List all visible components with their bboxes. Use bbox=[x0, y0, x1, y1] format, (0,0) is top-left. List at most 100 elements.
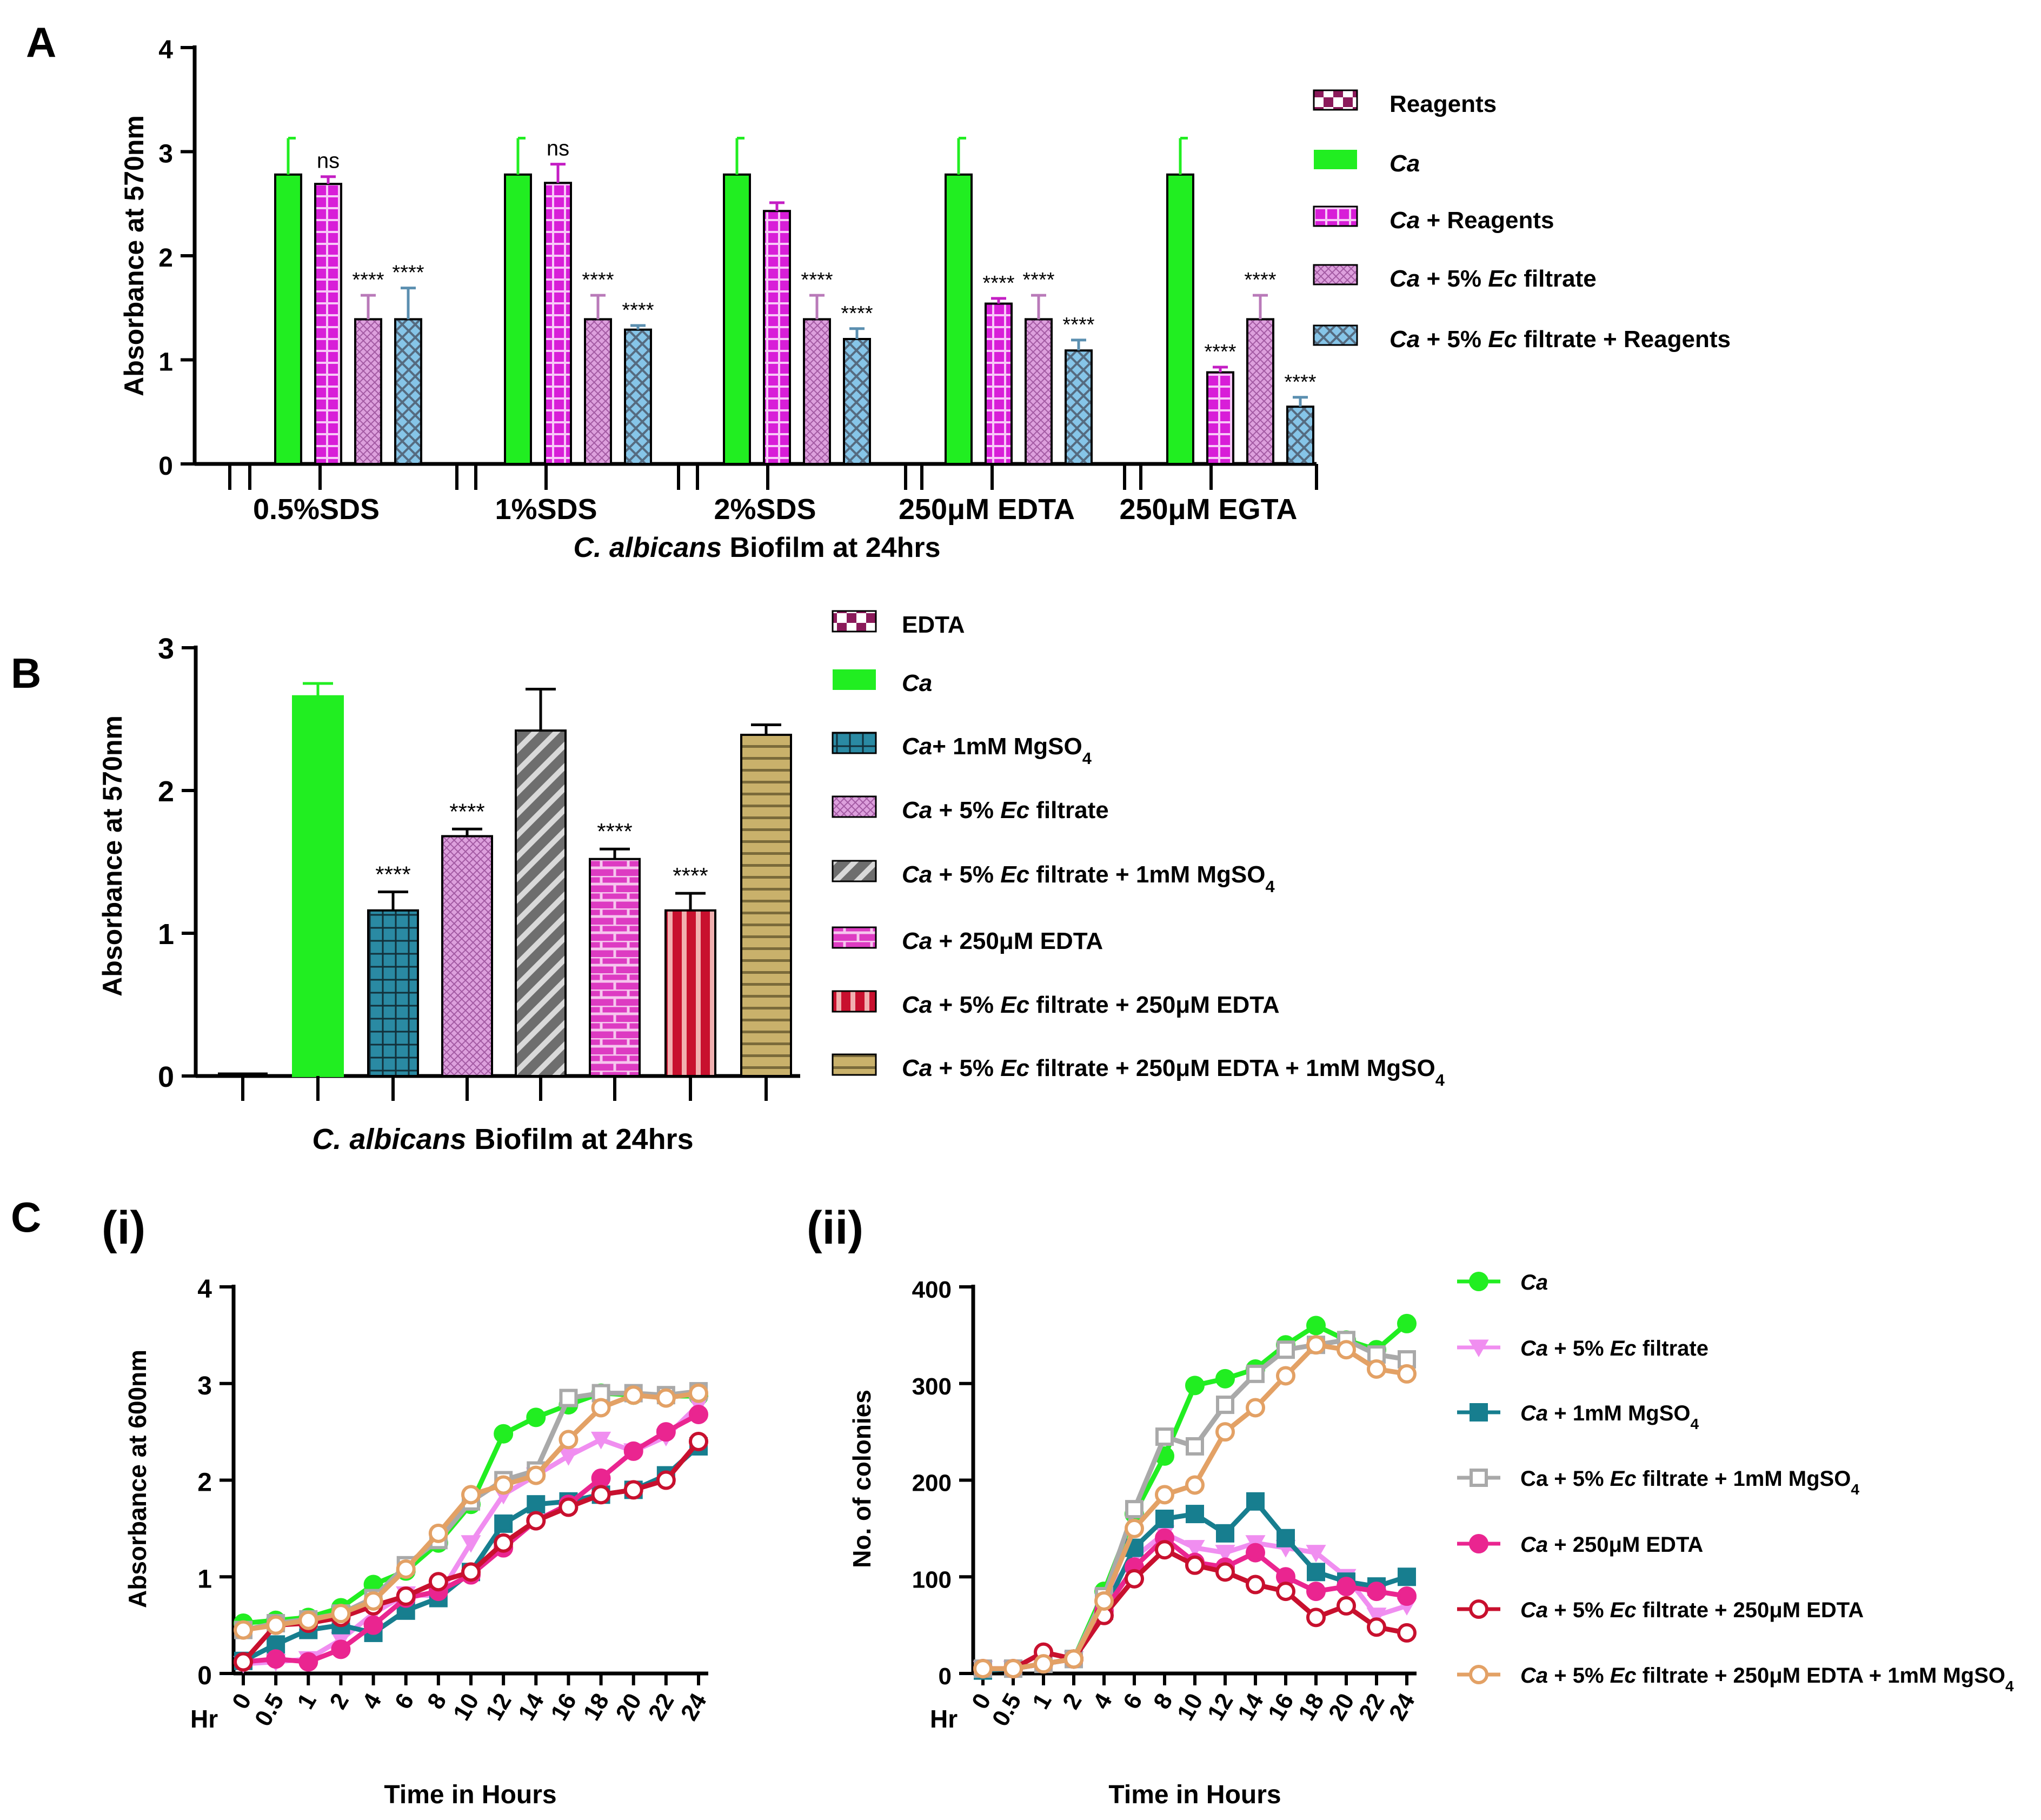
ci-marker bbox=[396, 1559, 416, 1579]
cii-y-tick-label: 200 bbox=[912, 1470, 952, 1497]
cii-y-label: No. of colonies bbox=[848, 1390, 876, 1568]
cii-marker bbox=[1215, 1369, 1235, 1389]
ci-marker bbox=[298, 1652, 318, 1672]
c-legend-marker bbox=[1469, 1534, 1488, 1553]
ci-x-tick-label: 8 bbox=[422, 1689, 452, 1714]
c-legend-marker bbox=[1470, 1469, 1488, 1487]
a-y-tick-label: 4 bbox=[158, 36, 173, 64]
cii-marker bbox=[1185, 1475, 1205, 1495]
ci-marker bbox=[428, 1523, 448, 1543]
a-legend-label: Reagents bbox=[1390, 91, 1497, 117]
a-bar bbox=[1065, 349, 1093, 465]
cii-marker bbox=[1094, 1591, 1114, 1611]
ci-y-tick-label: 4 bbox=[197, 1275, 212, 1304]
a-bar bbox=[624, 328, 652, 465]
c-legend-label: Ca + 5% Ec filtrate + 250μM EDTA + 1mM M… bbox=[1520, 1664, 2014, 1695]
a-significance-label: **** bbox=[352, 269, 384, 291]
cii-marker bbox=[1367, 1345, 1386, 1364]
cii-marker bbox=[1397, 1364, 1417, 1384]
b-bar bbox=[441, 835, 493, 1077]
a-category-label: 0.5%SDS bbox=[253, 493, 380, 526]
b-significance-label: **** bbox=[375, 861, 410, 887]
cii-x-tick-label: 12 bbox=[1202, 1689, 1239, 1725]
c-legend-label: Ca + 5% Ec filtrate bbox=[1520, 1337, 1708, 1360]
cii-marker bbox=[1246, 1398, 1265, 1418]
ci-x-prefix: Hr bbox=[190, 1705, 218, 1733]
ci-marker bbox=[363, 1591, 383, 1611]
a-bar bbox=[584, 318, 612, 465]
ci-y-label: Absorbance at 600nm bbox=[123, 1350, 151, 1608]
ci-marker bbox=[559, 1389, 578, 1407]
c-legend-label: Ca + 5% Ec filtrate + 250μM EDTA bbox=[1520, 1598, 1864, 1622]
ci-marker bbox=[234, 1652, 253, 1672]
ci-y-tick-label: 1 bbox=[197, 1565, 212, 1593]
cii-series-line bbox=[983, 1321, 1408, 1671]
cii-marker bbox=[1367, 1617, 1386, 1637]
a-bar bbox=[1246, 318, 1274, 465]
ci-marker bbox=[331, 1604, 351, 1624]
a-bar bbox=[354, 318, 382, 465]
panel-label-ci: (i) bbox=[102, 1202, 145, 1254]
cii-x-tick-label: 18 bbox=[1293, 1689, 1329, 1725]
cii-marker bbox=[1216, 1396, 1234, 1414]
cii-marker bbox=[1064, 1649, 1083, 1669]
cii-marker bbox=[1216, 1524, 1234, 1543]
ci-x-tick-label: 2 bbox=[324, 1689, 354, 1714]
a-significance-label: ns bbox=[547, 137, 569, 161]
b-bar bbox=[589, 858, 641, 1077]
b-y-tick-label: 0 bbox=[158, 1061, 174, 1093]
a-y-tick-label: 1 bbox=[158, 348, 173, 377]
ci-x-tick-label: 1 bbox=[292, 1689, 322, 1714]
a-bar bbox=[1206, 371, 1234, 465]
cii-y-tick-label: 400 bbox=[912, 1277, 952, 1303]
cii-marker bbox=[1337, 1340, 1356, 1360]
a-significance-label: **** bbox=[1204, 341, 1236, 363]
a-y-tick-label: 0 bbox=[158, 452, 173, 481]
b-legend-label: Ca + 5% Ec filtrate + 1mM MgSO4 bbox=[902, 861, 1275, 896]
cii-marker bbox=[1155, 1510, 1174, 1528]
b-legend-swatch bbox=[832, 732, 877, 754]
cii-y-tick-label: 100 bbox=[912, 1566, 952, 1593]
a-legend-label: Ca + 5% Ec filtrate + Reagents bbox=[1390, 326, 1731, 353]
b-bar bbox=[740, 734, 792, 1078]
cii-x-tick-label: 20 bbox=[1324, 1689, 1360, 1725]
ci-x-tick-label: 0.5 bbox=[250, 1689, 289, 1731]
cii-marker bbox=[1215, 1562, 1235, 1582]
cii-x-tick-label: 1 bbox=[1027, 1689, 1057, 1714]
a-bar bbox=[544, 182, 572, 465]
cii-marker bbox=[1367, 1582, 1386, 1602]
cii-marker bbox=[1366, 1608, 1387, 1625]
b-bar bbox=[664, 909, 716, 1077]
panel-a-legend: Reagents Ca Ca + Reagents Ca + 5% Ec filtra… bbox=[1313, 89, 1731, 353]
a-category-label: 2%SDS bbox=[714, 493, 816, 526]
ci-marker bbox=[266, 1649, 286, 1669]
a-bar bbox=[314, 183, 342, 465]
b-legend-swatch bbox=[832, 990, 877, 1013]
a-y-label: Absorbance at 570nm bbox=[119, 115, 149, 396]
cii-x-tick-label: 10 bbox=[1172, 1689, 1208, 1725]
cii-marker bbox=[1246, 1575, 1265, 1595]
c-legend-marker bbox=[1469, 1599, 1488, 1619]
cii-y-tick-label: 0 bbox=[939, 1663, 952, 1690]
ci-x-tick-label: 18 bbox=[578, 1689, 614, 1725]
c-legend-marker bbox=[1470, 1403, 1488, 1422]
cii-marker bbox=[1186, 1505, 1204, 1524]
cii-marker bbox=[1155, 1485, 1174, 1505]
ci-marker bbox=[331, 1639, 351, 1659]
a-bar bbox=[843, 338, 871, 465]
a-legend-label: Ca bbox=[1390, 150, 1420, 177]
b-legend-swatch bbox=[832, 1053, 877, 1076]
a-significance-label: **** bbox=[392, 262, 424, 284]
a-significance-label: **** bbox=[1284, 371, 1316, 394]
ci-marker bbox=[591, 1398, 611, 1418]
cii-x-tick-label: 16 bbox=[1263, 1689, 1299, 1725]
ci-x-tick-label: 6 bbox=[390, 1689, 420, 1714]
ci-marker bbox=[461, 1562, 481, 1582]
panel-label-cii: (ii) bbox=[807, 1202, 863, 1254]
b-y-label: Absorbance at 570nm bbox=[97, 715, 128, 997]
a-x-label: C. albicans Biofilm at 24hrs bbox=[573, 532, 940, 563]
a-legend-swatch bbox=[1313, 89, 1358, 111]
b-legend-label: Ca + 5% Ec filtrate + 250μM EDTA bbox=[902, 992, 1280, 1018]
a-legend-swatch bbox=[1313, 205, 1358, 227]
